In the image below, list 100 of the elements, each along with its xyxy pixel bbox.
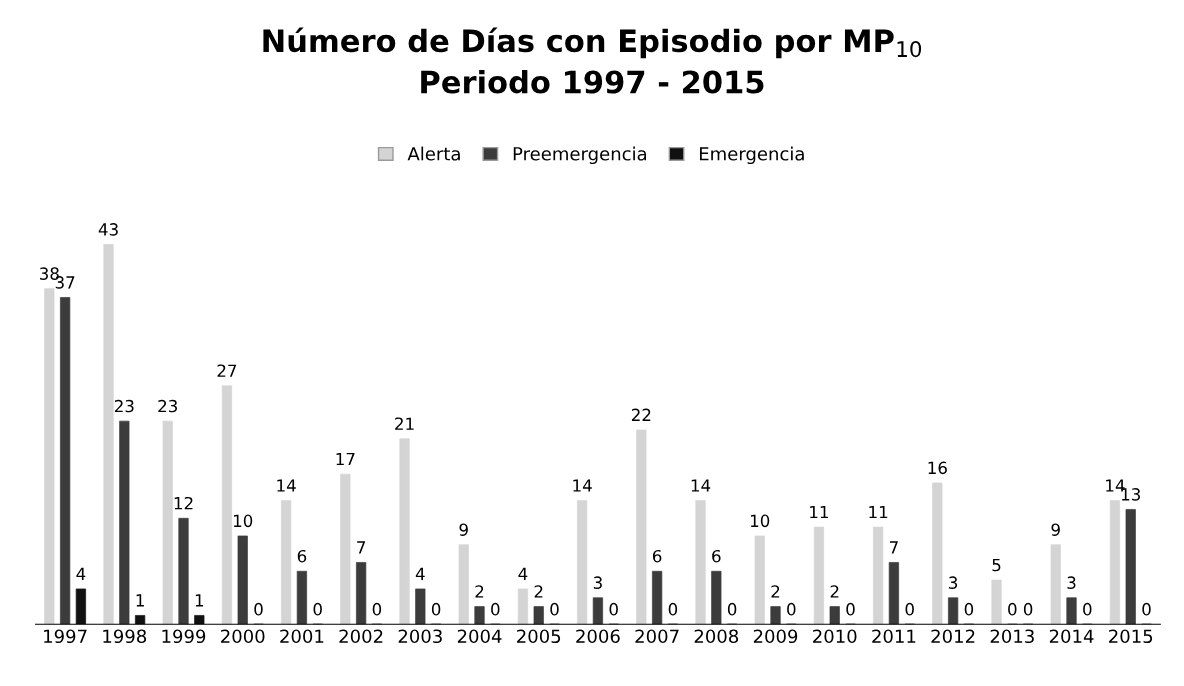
legend-label: Preemergencia [513, 146, 647, 165]
x-tick-label: 2006 [576, 629, 620, 644]
data-label: 3 [593, 576, 602, 589]
x-tick-label: 2013 [990, 629, 1034, 644]
bar [592, 597, 604, 625]
data-label: 14 [573, 479, 592, 492]
bar [44, 288, 55, 625]
data-label: 9 [1051, 523, 1060, 536]
bar [296, 570, 308, 625]
data-label: 14 [691, 479, 711, 492]
data-label: 0 [964, 602, 974, 616]
data-label: 7 [357, 541, 365, 554]
bar [873, 526, 884, 625]
bar [754, 535, 765, 625]
data-label: 0 [846, 602, 855, 616]
x-tick-label: 2015 [1109, 629, 1153, 644]
bar [1050, 544, 1061, 625]
data-label: 0 [787, 602, 796, 616]
bar [636, 429, 647, 625]
data-label: 17 [336, 452, 355, 466]
data-label: 4 [518, 567, 528, 580]
bar [711, 570, 722, 625]
data-label: 2 [830, 585, 839, 598]
bar [695, 500, 706, 625]
x-tick-label: 2009 [753, 629, 798, 644]
data-label: 2 [475, 585, 484, 598]
data-label: 6 [712, 549, 721, 563]
bar [517, 588, 529, 625]
data-label: 43 [98, 223, 118, 236]
data-label: 9 [459, 523, 468, 536]
data-label: 11 [810, 505, 828, 519]
bar [237, 535, 248, 625]
bar [652, 570, 663, 625]
data-label: 0 [1083, 602, 1092, 616]
data-label: 2 [534, 585, 543, 598]
bar [103, 244, 114, 625]
bar [991, 579, 1002, 625]
data-label: 12 [174, 496, 193, 510]
x-tick-label: 2005 [517, 629, 561, 644]
data-label: 0 [1008, 602, 1017, 616]
x-tick-label: 2007 [635, 629, 679, 644]
bar [281, 500, 292, 625]
bar [1125, 509, 1136, 625]
bar [932, 482, 943, 625]
data-label: 2 [771, 585, 780, 598]
x-tick-label: 2012 [931, 629, 975, 644]
bar [458, 544, 469, 625]
bar [60, 297, 71, 625]
bar [948, 597, 959, 625]
x-tick-label: 1999 [162, 629, 206, 644]
bar [474, 606, 485, 625]
bar [340, 473, 351, 625]
bar [888, 562, 900, 625]
legend-label: Alerta [407, 146, 460, 161]
data-label: 21 [395, 417, 414, 430]
bar [75, 588, 86, 625]
bar [770, 606, 781, 625]
data-label: 11 [869, 505, 888, 519]
data-label: 3 [1067, 576, 1076, 589]
data-label: 27 [217, 364, 237, 377]
bar [415, 588, 426, 625]
data-label: 4 [415, 567, 425, 580]
data-label: 0 [254, 602, 263, 616]
data-label: 10 [233, 514, 253, 528]
data-label: 10 [750, 514, 770, 528]
x-tick-label: 2014 [1049, 629, 1094, 644]
data-label: 0 [372, 602, 382, 616]
data-label: 0 [727, 602, 737, 616]
bar [119, 420, 130, 625]
data-label: 7 [889, 541, 898, 554]
data-label: 1 [136, 594, 144, 607]
bar [356, 562, 367, 625]
x-tick-label: 1998 [103, 629, 147, 644]
bar [1109, 500, 1121, 625]
bar [221, 385, 233, 625]
data-label: 4 [76, 567, 86, 580]
x-tick-label: 2008 [694, 629, 739, 644]
bar [135, 615, 146, 625]
x-tick-label: 2011 [872, 629, 916, 644]
bar [162, 420, 173, 625]
data-label: 0 [1023, 602, 1033, 616]
bar [533, 606, 544, 625]
bar [829, 606, 840, 625]
x-tick-label: 2001 [280, 629, 324, 644]
legend-label: Emergencia [699, 146, 804, 165]
bar [813, 526, 825, 625]
data-label: 22 [631, 408, 651, 421]
data-label: 6 [297, 549, 307, 563]
data-label: 0 [313, 602, 322, 616]
data-label: 23 [114, 399, 134, 413]
data-label: 6 [652, 549, 662, 563]
data-label: 0 [431, 602, 441, 616]
bar [178, 517, 189, 625]
bar [577, 500, 588, 625]
data-label: 14 [277, 479, 296, 492]
data-label: 0 [491, 602, 500, 616]
data-label: 0 [609, 602, 618, 616]
data-label: 3 [949, 576, 958, 589]
x-tick-label: 2010 [813, 629, 857, 644]
x-tick-label: 2003 [398, 629, 442, 644]
